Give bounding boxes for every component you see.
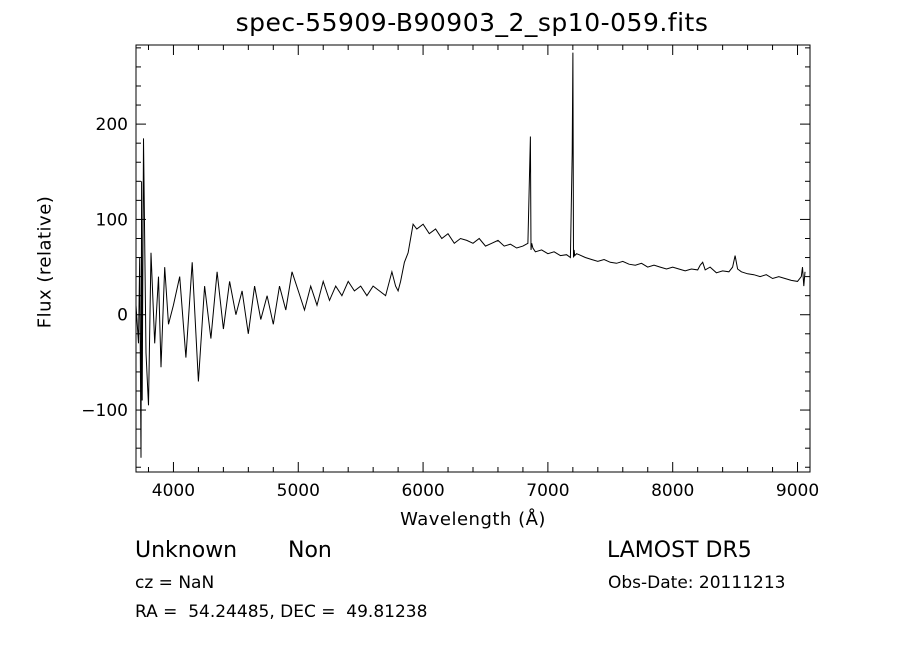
axis-tick-labels: 4000 5000 6000 7000 8000 9000 −100 0 100 200 (81, 115, 819, 501)
object-subclass: Non (288, 538, 332, 563)
survey-name: LAMOST DR5 (607, 538, 752, 563)
plot-frame (135, 44, 811, 473)
x-tick-label: 9000 (776, 481, 819, 501)
chart-title: spec-55909-B90903_2_sp10-059.fits (235, 8, 709, 37)
x-tick-label: 7000 (526, 481, 569, 501)
x-tick-label: 4000 (152, 481, 195, 501)
observation-date: Obs-Date: 20111213 (608, 573, 786, 593)
y-tick-label: 100 (96, 210, 128, 230)
redshift-cz: cz = NaN (135, 573, 215, 593)
x-tick-label: 8000 (651, 481, 694, 501)
y-tick-label: −100 (81, 401, 128, 421)
ra-dec-coordinates: RA = 54.24485, DEC = 49.81238 (135, 602, 428, 622)
y-tick-label: 0 (117, 306, 128, 326)
y-axis-label: Flux (relative) (34, 195, 56, 329)
object-class: Unknown (135, 538, 238, 563)
x-axis-label: Wavelength (Å) (400, 509, 546, 530)
axis-ticks (136, 45, 810, 472)
x-tick-label: 5000 (277, 481, 320, 501)
x-tick-label: 6000 (401, 481, 444, 501)
spectrum-line (135, 52, 806, 458)
y-tick-label: 200 (96, 115, 128, 135)
